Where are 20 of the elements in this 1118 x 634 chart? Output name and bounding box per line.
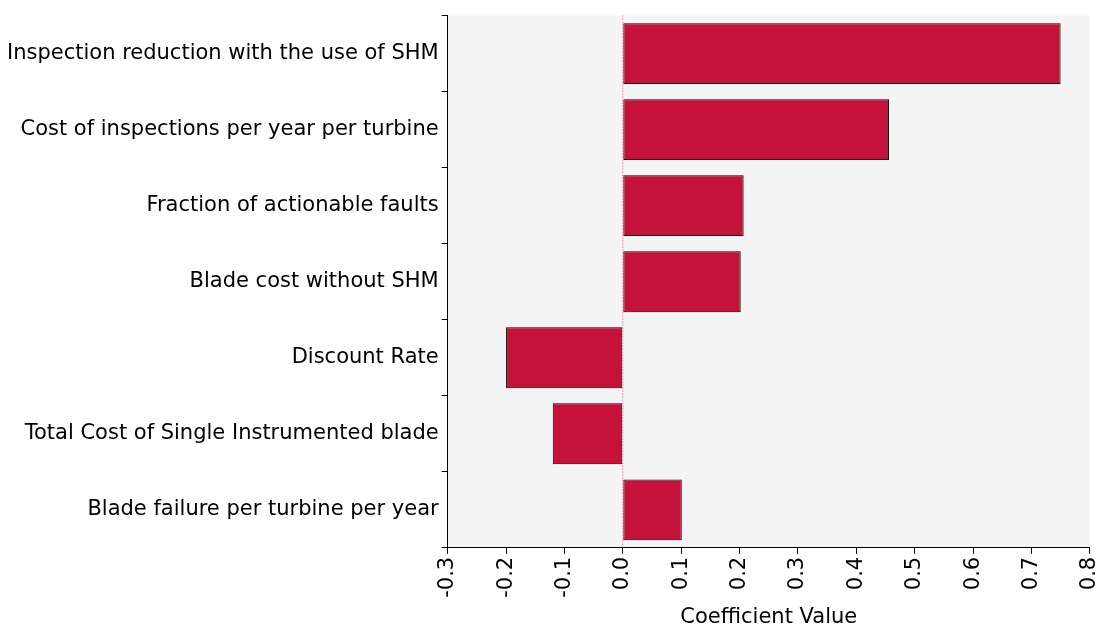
x-tick-label: 0.1: [667, 556, 692, 591]
x-tick-label: -0.2: [492, 556, 517, 598]
y-tick-label: Cost of inspections per year per turbine: [20, 116, 439, 141]
y-tick-label: Total Cost of Single Instrumented blade: [23, 420, 439, 445]
x-tick-label: -0.1: [550, 556, 575, 598]
x-tick-label: 0.7: [1017, 556, 1042, 591]
y-tick-label: Inspection reduction with the use of SHM: [6, 40, 439, 65]
y-tick-label: Discount Rate: [291, 344, 439, 369]
x-tick-label: 0.3: [784, 556, 809, 591]
y-tick-label: Fraction of actionable faults: [146, 192, 439, 217]
x-tick-label: 0.0: [609, 556, 634, 591]
x-tick-label: -0.3: [434, 556, 459, 598]
y-tick-label: Blade failure per turbine per year: [87, 496, 440, 521]
y-tick-label: Blade cost without SHM: [189, 268, 439, 293]
x-tick-label: 0.8: [1076, 556, 1101, 591]
x-tick-label: 0.5: [901, 556, 926, 591]
x-tick-label: 0.6: [959, 556, 984, 591]
x-tick-label: 0.2: [726, 556, 751, 591]
x-tick-label: 0.4: [842, 556, 867, 591]
x-axis-title: Coefficient Value: [680, 603, 858, 628]
